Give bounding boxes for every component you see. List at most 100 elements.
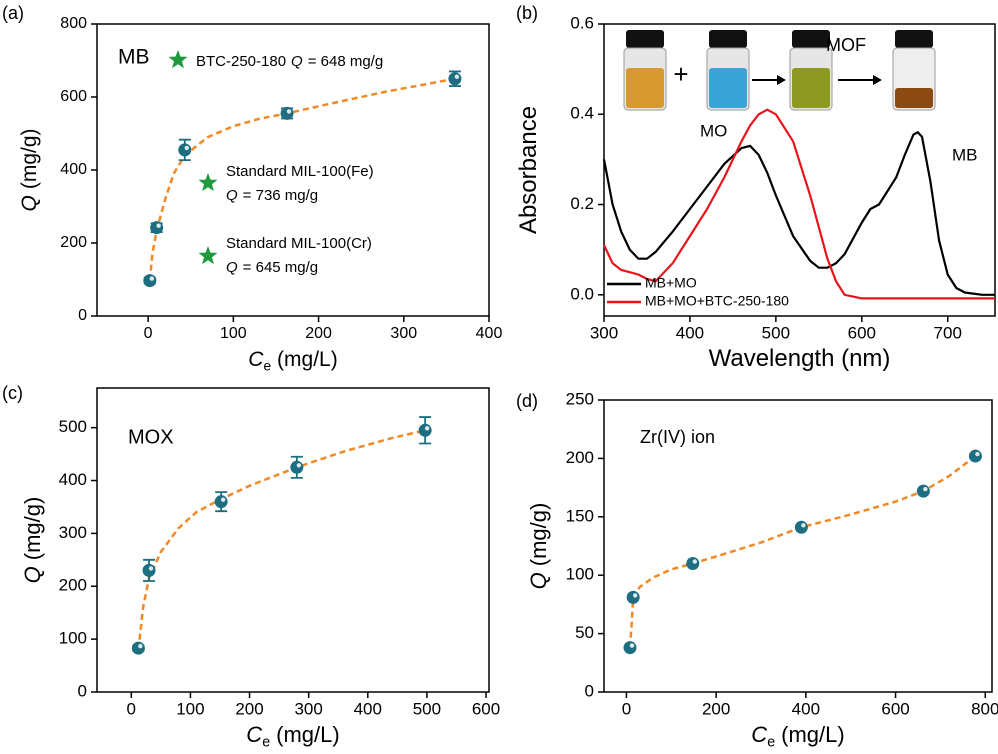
annotation-part: Q <box>291 53 303 70</box>
point-highlight <box>220 497 226 502</box>
annotation-part: Standard MIL-100(Fe) <box>226 163 374 180</box>
data-point <box>280 106 294 120</box>
data-point <box>142 563 156 577</box>
panel-label: (a) <box>2 3 24 23</box>
vial <box>892 30 936 111</box>
vial <box>789 30 833 111</box>
axis-label-symbol: Q <box>18 195 41 211</box>
y-tick-label: 0.6 <box>570 13 594 32</box>
y-axis-label: Q (mg/g) <box>526 503 551 590</box>
data-point <box>626 590 640 604</box>
axis-label-text: Wavelength (nm) <box>709 345 891 372</box>
data-point <box>916 484 930 498</box>
x-tick-label: 600 <box>881 699 909 718</box>
x-axis-label: Ce (mg/L) <box>248 348 337 373</box>
axis-label-unit: (mg/L) <box>276 722 340 747</box>
x-tick-label: 800 <box>971 699 998 718</box>
x-tick-label: 600 <box>848 323 876 342</box>
annotation-part: BTC-250-180 <box>196 53 286 70</box>
inset-label: + <box>673 59 688 89</box>
star-marker <box>168 50 188 69</box>
annotation: Standard MIL-100(Fe) <box>226 163 374 180</box>
y-tick-label: 600 <box>60 88 87 105</box>
axis-label-symbol: C <box>751 722 767 747</box>
peak-label: MO <box>700 121 727 140</box>
y-tick-label: 500 <box>59 417 87 436</box>
plot-frame <box>96 387 490 693</box>
y-tick-label: 400 <box>59 470 87 489</box>
x-tick-label: 300 <box>390 325 417 342</box>
fit-curve <box>137 429 426 650</box>
annotation-part: = 736 mg/g <box>243 187 318 204</box>
data-point <box>290 460 304 474</box>
data-point <box>178 143 192 157</box>
data-point <box>794 520 808 534</box>
y-tick-label: 800 <box>60 15 87 32</box>
x-tick-label: 200 <box>305 325 332 342</box>
axis-label-unit: (mg/L) <box>277 348 338 371</box>
peak-label: MB <box>952 145 978 164</box>
annotation-part: Standard MIL-100(Cr) <box>226 235 372 252</box>
y-tick-label: 0 <box>585 681 594 700</box>
annotation-part: = 648 mg/g <box>308 53 383 70</box>
data-point <box>623 641 637 655</box>
y-tick-label: 150 <box>566 506 594 525</box>
axis-label-symbol: Q <box>526 572 551 589</box>
y-tick-label: 400 <box>60 161 87 178</box>
annotation: Q = 736 mg/g <box>226 187 318 204</box>
x-axis-label: Ce (mg/L) <box>751 722 844 751</box>
point-highlight <box>454 74 460 79</box>
x-tick-label: 400 <box>792 699 820 718</box>
point-highlight <box>296 463 302 468</box>
x-tick-label: 600 <box>472 699 500 718</box>
panel-label: (c) <box>2 383 23 403</box>
x-tick-label: 200 <box>235 699 263 718</box>
point-highlight <box>148 566 154 571</box>
arrow <box>838 75 882 85</box>
data-point <box>448 72 462 86</box>
data-point <box>214 495 228 509</box>
point-highlight <box>149 276 155 281</box>
x-tick-label: 0 <box>622 699 631 718</box>
y-tick-label: 100 <box>566 565 594 584</box>
y-tick-label: 0.4 <box>570 104 594 123</box>
point-highlight <box>975 451 980 457</box>
point-highlight <box>629 643 635 648</box>
x-tick-label: 300 <box>590 323 618 342</box>
point-highlight <box>632 593 638 598</box>
star-marker <box>198 246 218 265</box>
axis-label-unit: (mg/g) <box>526 503 551 567</box>
y-tick-label: 50 <box>575 623 594 642</box>
y-tick-label: 200 <box>566 448 594 467</box>
axis-label-subscript: e <box>767 734 775 750</box>
x-tick-label: 0 <box>144 325 153 342</box>
point-highlight <box>692 559 698 564</box>
vial-inset <box>623 30 936 111</box>
panel-label: (d) <box>516 391 538 411</box>
y-tick-label: 0 <box>78 307 87 324</box>
spectrum-line <box>602 130 995 296</box>
y-axis-label: Absorbance <box>515 106 542 234</box>
panel-annotation: Zr(IV) ion <box>640 427 715 447</box>
legend-label: MB+MO <box>645 275 697 291</box>
data-point <box>150 221 164 235</box>
data-point <box>418 423 432 437</box>
point-highlight <box>923 486 928 492</box>
annotation-part: Q <box>226 259 238 276</box>
arrow <box>752 75 786 85</box>
annotation: BTC-250-180 Q = 648 mg/g <box>196 53 383 70</box>
point-highlight <box>184 145 189 151</box>
x-tick-label: 0 <box>127 699 136 718</box>
axis-label-subscript: e <box>263 358 271 373</box>
x-tick-label: 400 <box>354 699 382 718</box>
axis-label-symbol: C <box>246 722 262 747</box>
x-axis-label: Wavelength (nm) <box>709 345 891 372</box>
annotation: Q = 645 mg/g <box>226 259 318 276</box>
x-axis-label: Ce (mg/L) <box>246 722 339 751</box>
point-highlight <box>138 643 143 649</box>
x-tick-label: 500 <box>413 699 441 718</box>
annotation-part: = 645 mg/g <box>243 259 318 276</box>
annotation: Standard MIL-100(Cr) <box>226 235 372 252</box>
y-tick-label: 200 <box>60 234 87 251</box>
